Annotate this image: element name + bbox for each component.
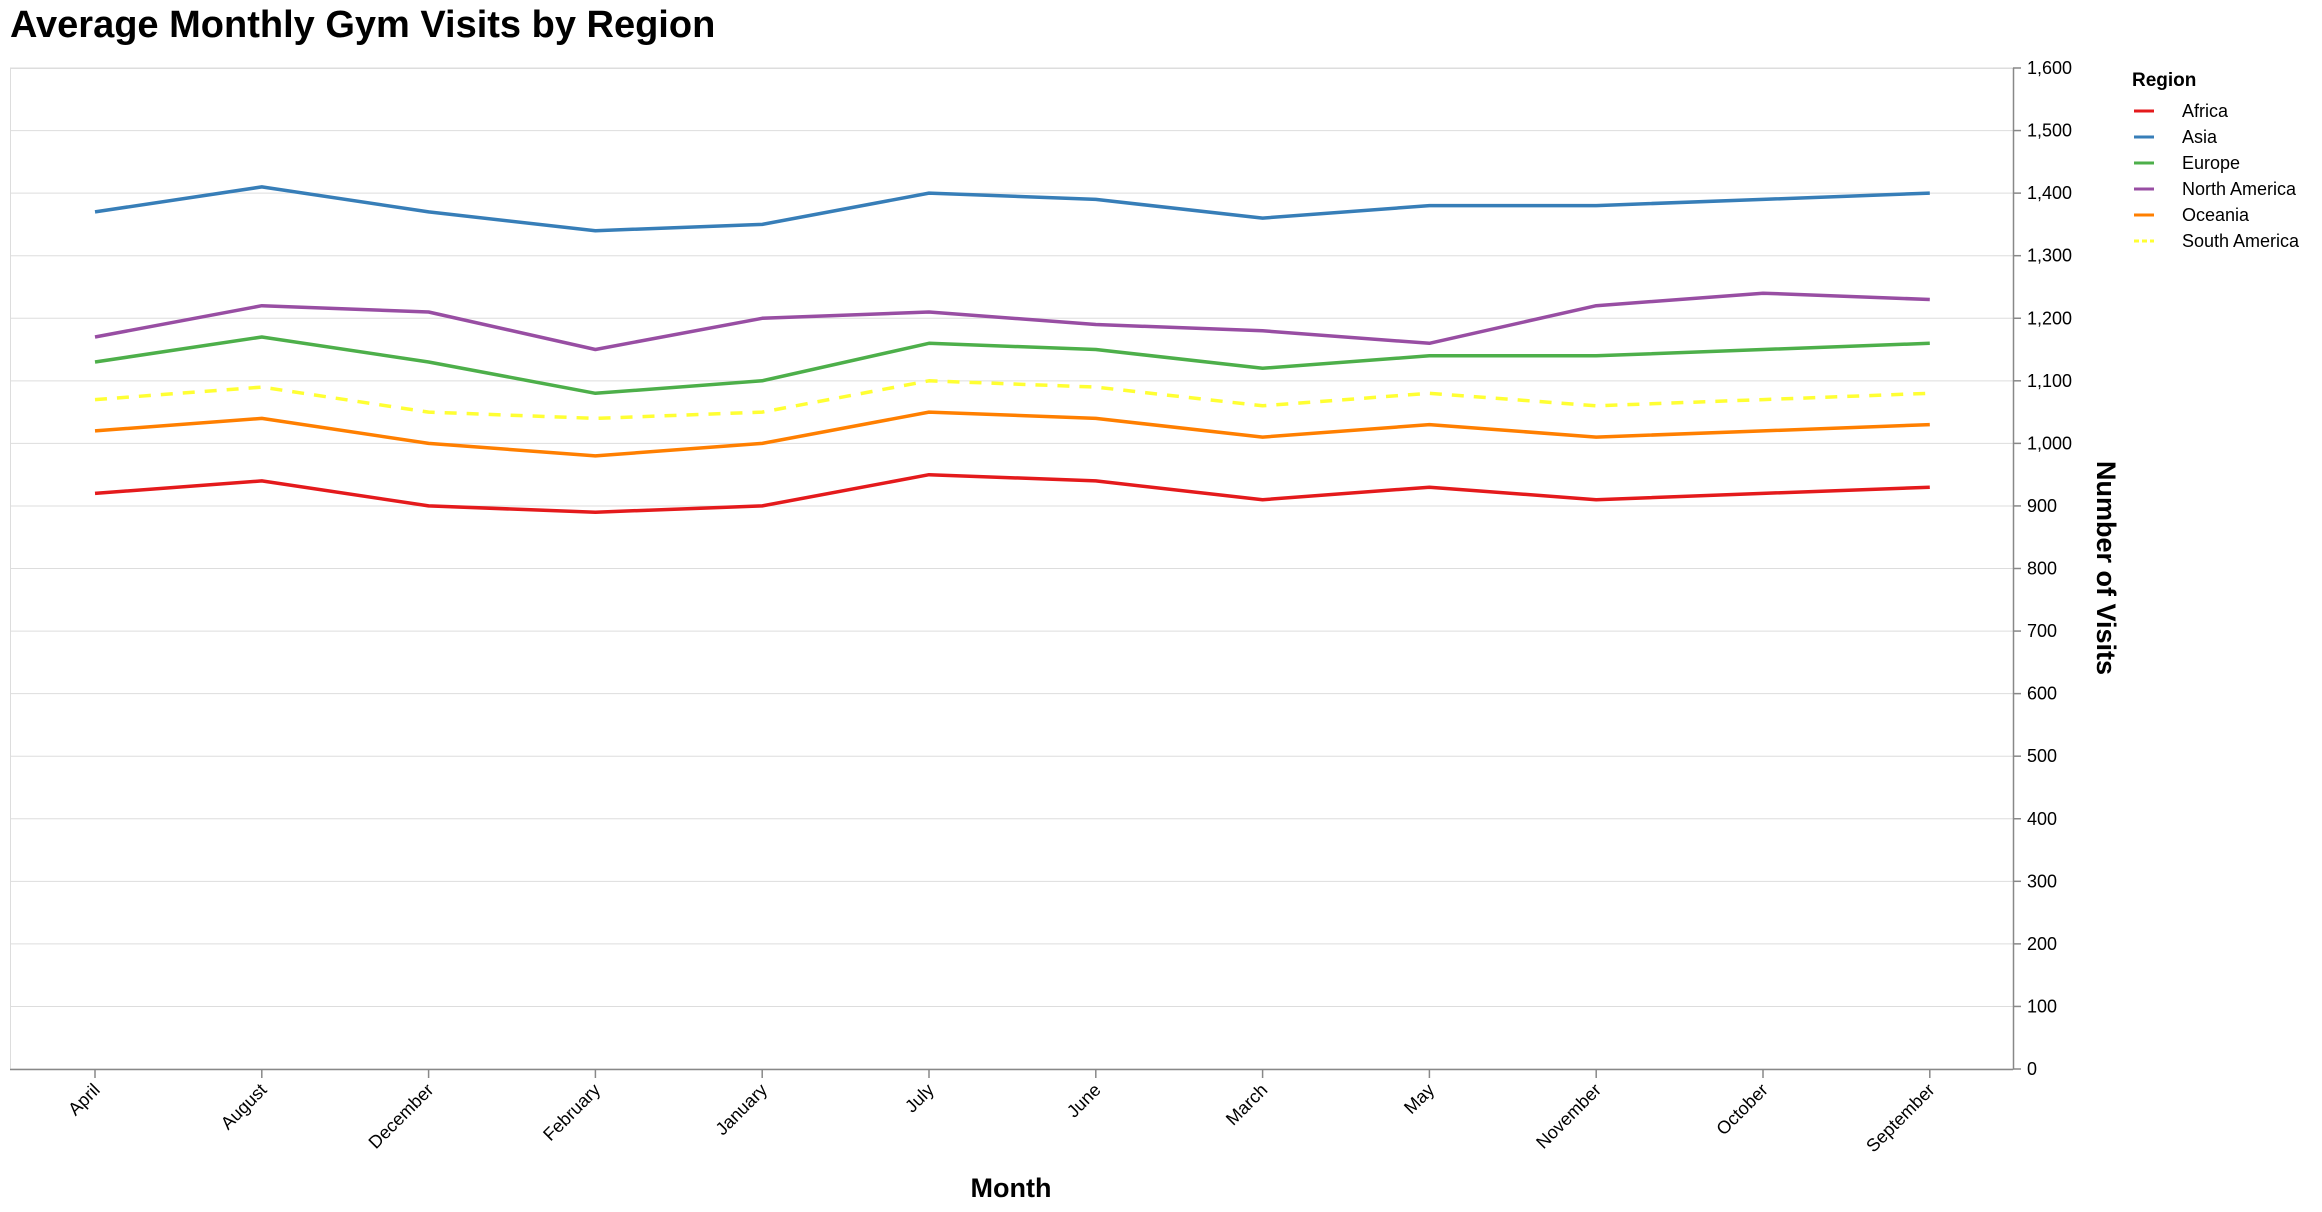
x-tick-label: July xyxy=(901,1080,938,1117)
legend-title: Region xyxy=(2132,70,2196,91)
y-tick-label: 400 xyxy=(2027,809,2057,829)
series-line-south-america xyxy=(94,379,1930,421)
x-axis: April August December February January July Ju… xyxy=(10,1068,2013,1156)
y-tick-label: 0 xyxy=(2027,1059,2037,1079)
y-tick-label: 1,400 xyxy=(2027,183,2072,203)
y-tick-label: 200 xyxy=(2027,934,2057,954)
y-tick-label: 100 xyxy=(2027,996,2057,1016)
series-line-europe xyxy=(94,335,1930,396)
legend-label-oceania: Oceania xyxy=(2182,205,2250,225)
y-tick-label: 1,200 xyxy=(2027,308,2072,328)
x-tick-label: February xyxy=(539,1080,604,1145)
gridlines xyxy=(10,67,2013,1070)
y-tick-label: 700 xyxy=(2027,621,2057,641)
y-tick-label: 1,000 xyxy=(2027,433,2072,453)
x-tick-label: August xyxy=(217,1080,271,1134)
y-tick-label: 1,500 xyxy=(2027,121,2072,141)
x-axis-title: Month xyxy=(971,1173,1052,1203)
series-line-asia xyxy=(94,185,1930,233)
series-line-africa xyxy=(94,472,1930,514)
y-tick-label: 1,300 xyxy=(2027,246,2072,266)
y-tick-label: 600 xyxy=(2027,684,2057,704)
x-tick-label: September xyxy=(1862,1080,1938,1156)
y-tick-label: 300 xyxy=(2027,871,2057,891)
series-lines xyxy=(94,185,1930,514)
x-tick-label: January xyxy=(712,1080,771,1139)
legend-label-south-america: South America xyxy=(2182,231,2300,251)
y-axis-title: Number of Visits xyxy=(2091,461,2121,675)
legend: Region Africa Asia Europe North America Ocea… xyxy=(2132,70,2300,251)
x-tick-label: April xyxy=(64,1080,104,1120)
series-line-north-america xyxy=(94,291,1930,352)
series-line-oceania xyxy=(94,410,1930,458)
x-tick-label: March xyxy=(1222,1080,1272,1130)
y-tick-label: 500 xyxy=(2027,746,2057,766)
legend-label-europe: Europe xyxy=(2182,153,2240,173)
x-tick-label: June xyxy=(1063,1080,1105,1122)
y-tick-label: 900 xyxy=(2027,496,2057,516)
legend-label-africa: Africa xyxy=(2182,101,2229,121)
x-tick-label: October xyxy=(1712,1080,1771,1139)
y-tick-label: 1,100 xyxy=(2027,371,2072,391)
y-axis: 0 100 200 300 400 500 600 700 800 900 1,000 1,100 1,… xyxy=(2012,58,2072,1079)
y-tick-label: 800 xyxy=(2027,559,2057,579)
x-tick-label: November xyxy=(1532,1080,1605,1153)
x-tick-label: December xyxy=(365,1080,438,1153)
y-tick-label: 1,600 xyxy=(2027,58,2072,78)
chart-title: Average Monthly Gym Visits by Region xyxy=(10,4,716,46)
x-tick-label: May xyxy=(1400,1080,1438,1118)
legend-label-asia: Asia xyxy=(2182,127,2218,147)
legend-label-north-america: North America xyxy=(2182,179,2297,199)
